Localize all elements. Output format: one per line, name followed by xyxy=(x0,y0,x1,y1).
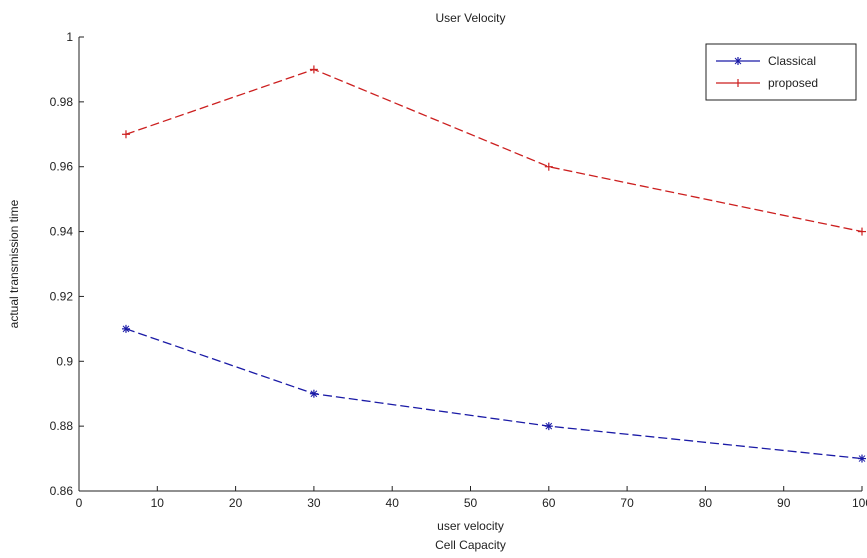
x-tick-label: 20 xyxy=(229,496,243,510)
x-axis-secondary-label: Cell Capacity xyxy=(435,538,506,552)
data-point xyxy=(121,324,130,333)
y-axis-ticks: 0.86 0.88 0.9 0.92 0.94 0.96 0.98 1 xyxy=(50,30,84,498)
x-tick-label: 0 xyxy=(76,496,83,510)
y-tick-label: 0.92 xyxy=(50,289,74,303)
data-point xyxy=(858,227,866,236)
legend: Classical proposed xyxy=(705,43,857,101)
y-tick-label: 1 xyxy=(66,30,73,44)
y-tick-label: 0.96 xyxy=(50,160,74,174)
x-axis-label: user velocity xyxy=(437,519,504,533)
y-tick-label: 0.88 xyxy=(50,419,74,433)
data-point xyxy=(309,389,318,398)
data-point xyxy=(121,130,130,139)
x-axis-ticks: 0 10 20 30 40 50 60 70 80 90 100 xyxy=(76,486,867,510)
legend-box xyxy=(705,43,857,101)
x-tick-label: 70 xyxy=(620,496,634,510)
legend-label: Classical xyxy=(768,54,816,68)
x-tick-label: 100 xyxy=(852,496,867,510)
series-line xyxy=(125,328,863,460)
series-proposed xyxy=(121,65,866,236)
y-tick-label: 0.9 xyxy=(56,354,73,368)
x-tick-label: 40 xyxy=(386,496,400,510)
y-axis-label: actual transmission time xyxy=(7,199,21,328)
y-tick-label: 0.98 xyxy=(50,95,74,109)
x-tick-label: 90 xyxy=(777,496,791,510)
legend-label: proposed xyxy=(768,76,818,90)
x-tick-label: 60 xyxy=(542,496,556,510)
x-tick-label: 50 xyxy=(464,496,478,510)
x-tick-label: 10 xyxy=(151,496,165,510)
data-point xyxy=(544,422,553,431)
series-classical xyxy=(121,324,866,463)
legend-item: proposed xyxy=(716,76,818,90)
x-tick-label: 30 xyxy=(307,496,321,510)
legend-marker xyxy=(734,57,742,65)
x-tick-label: 80 xyxy=(699,496,713,510)
y-tick-label: 0.94 xyxy=(50,225,74,239)
legend-item: Classical xyxy=(716,54,816,68)
chart-title: User Velocity xyxy=(435,11,505,25)
data-point xyxy=(858,454,866,463)
data-point xyxy=(309,65,318,74)
series-layer xyxy=(121,65,866,463)
series-line xyxy=(125,68,863,233)
y-tick-label: 0.86 xyxy=(50,484,74,498)
data-point xyxy=(544,162,553,171)
